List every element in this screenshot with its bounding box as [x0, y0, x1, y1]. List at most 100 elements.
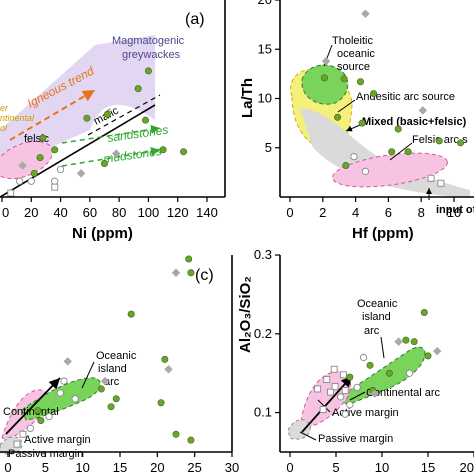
data-point-open-circle — [353, 383, 361, 392]
data-point-green — [127, 310, 135, 318]
x-tick-label: 140 — [196, 205, 218, 220]
data-point-green — [457, 139, 465, 147]
x-tick-label: 25 — [187, 460, 201, 474]
label-mixed: Mixed (basic+felsic) — [362, 116, 467, 128]
data-point-green — [39, 134, 47, 142]
data-point-green — [161, 355, 169, 363]
data-point-grey — [394, 337, 403, 346]
y-tick-label: 0.2 — [254, 326, 272, 341]
data-point-green — [385, 369, 393, 377]
data-point-open-circle — [341, 410, 349, 418]
label-magmatogenic-2: greywackes — [122, 49, 181, 61]
data-point-open-circle — [27, 177, 35, 185]
mafic-trend-line — [87, 94, 161, 136]
label-active-d: Active margin — [332, 407, 399, 419]
y-tick-label: 20 — [258, 0, 272, 7]
panel-a-points — [7, 67, 188, 197]
label-passive-d: Passive margin — [318, 433, 393, 445]
data-point-green — [101, 160, 109, 168]
label-oceanic-d-3: arc — [364, 325, 380, 337]
label-tholeitic-2: oceanic — [337, 48, 375, 60]
data-point-open-square — [327, 388, 334, 396]
x-tick-label: 4 — [352, 205, 359, 220]
label-magmatogenic-1: Magmatogenic — [112, 35, 185, 47]
data-point-green — [134, 85, 142, 93]
x-tick-label: 15 — [113, 460, 127, 474]
x-tick-label: 60 — [83, 205, 97, 220]
data-point-green — [185, 255, 193, 263]
data-point-green — [30, 169, 38, 177]
leader-continental-d — [349, 391, 366, 401]
data-point-green — [107, 403, 115, 411]
panel-c-x-ticks: 0 5 10 15 20 25 30 — [4, 452, 239, 474]
data-point-open-circle — [51, 177, 59, 185]
leader-oceanic-d — [380, 336, 385, 359]
y-tick-label: 15 — [258, 41, 272, 56]
data-point-green — [388, 148, 396, 156]
data-point-green — [334, 113, 342, 121]
data-point-open-square — [341, 387, 349, 394]
data-point-open-square — [51, 183, 59, 191]
data-point-open-circle — [405, 369, 414, 377]
label-tholeitic-3: source — [337, 61, 370, 73]
data-point-open-circle — [361, 167, 370, 176]
data-point-green — [112, 395, 120, 403]
data-point-open-square — [339, 371, 347, 379]
data-point-open-square — [13, 440, 21, 448]
mudstones-arrow — [61, 147, 161, 167]
label-oceanic-d-2: island — [362, 311, 391, 323]
panel-c-points — [13, 255, 195, 448]
y-tick-label: 0.1 — [254, 405, 272, 420]
data-point-green — [410, 338, 418, 346]
label-oceanic-c-2: island — [98, 363, 127, 375]
trend-arrow-d — [301, 375, 353, 433]
data-point-open-square — [331, 383, 339, 391]
x-tick-label: 20 — [150, 460, 164, 474]
leader-passive-d — [299, 431, 317, 441]
x-tick-label: 0 — [4, 460, 11, 474]
panel-b-points — [320, 9, 465, 187]
leader-oceanic-c — [81, 361, 95, 389]
green-tholeitic-field — [301, 64, 349, 105]
data-point-green — [402, 336, 410, 344]
label-sandstones: sandstones — [106, 123, 169, 145]
label-oceanic-d-1: Oceanic — [357, 298, 398, 310]
label-cut-2: ntinental — [0, 113, 35, 123]
label-tholeitic-1: Tholeitic — [332, 35, 373, 47]
data-point-green — [142, 116, 150, 124]
data-point-green — [394, 125, 402, 133]
data-point-green — [97, 385, 105, 393]
label-oceanic-c-3: arc — [104, 376, 120, 388]
data-point-open-square — [19, 430, 27, 438]
data-point-open-square — [437, 179, 445, 187]
data-point-green — [34, 407, 42, 415]
panel-a-x-ticks: 0 20 40 60 80 100 120 140 — [1, 197, 218, 220]
data-point-open-circle — [15, 177, 24, 185]
leader-andesitic — [337, 99, 356, 113]
data-point-green — [424, 352, 432, 360]
x-tick-label: 40 — [53, 205, 67, 220]
pink-felsic-arc-field — [332, 152, 448, 188]
data-point-green — [37, 416, 45, 424]
x-tick-label: 5 — [42, 460, 49, 474]
label-cut-1: er — [0, 103, 9, 113]
data-point-grey — [361, 9, 370, 19]
grey-passive-field-d — [287, 419, 311, 440]
label-old-sed: input of old se — [436, 204, 474, 216]
green-oceanic-field-d — [328, 346, 426, 405]
panel-d-al-si-plot: Oceanic island arc Continental arc Activ… — [237, 247, 474, 474]
data-point-open-circle — [71, 395, 79, 403]
trend-arrow-c — [5, 377, 61, 435]
panel-b-hf-plot: Tholeitic oceanic source Andesitic arc s… — [239, 0, 474, 242]
panel-d-points — [314, 309, 442, 418]
data-point-green — [187, 269, 195, 277]
x-tick-label: 15 — [421, 460, 435, 474]
data-point-open-square — [314, 385, 322, 393]
data-point-green — [366, 361, 374, 369]
y-tick-label: 10 — [258, 91, 272, 106]
panel-b-x-ticks: 0 2 4 6 8 10 — [286, 197, 461, 220]
panel-b-y-ticks: 5 10 15 20 — [258, 0, 280, 155]
data-point-green — [36, 154, 44, 162]
data-point-open-square — [319, 405, 327, 413]
data-point-open-square — [330, 365, 338, 373]
